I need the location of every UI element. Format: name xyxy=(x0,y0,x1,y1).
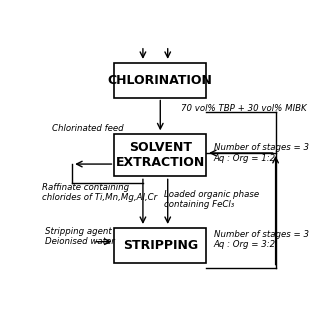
Bar xyxy=(115,63,206,98)
Text: Number of stages = 3
Aq : Org = 3:2: Number of stages = 3 Aq : Org = 3:2 xyxy=(214,229,308,249)
Text: SOLVENT
EXTRACTION: SOLVENT EXTRACTION xyxy=(116,141,205,170)
Bar xyxy=(115,134,206,176)
Text: CHLORINATION: CHLORINATION xyxy=(108,74,213,87)
Text: Loaded organic phase
containing FeCl₃: Loaded organic phase containing FeCl₃ xyxy=(164,190,259,210)
Text: Stripping agent
Deionised water: Stripping agent Deionised water xyxy=(45,227,115,246)
Bar xyxy=(115,228,206,263)
Text: Raffinate containing
chlorides of Ti,Mn,Mg,Al,Cr: Raffinate containing chlorides of Ti,Mn,… xyxy=(43,183,158,202)
Text: Number of stages = 3
Aq : Org = 1:2: Number of stages = 3 Aq : Org = 1:2 xyxy=(214,143,308,163)
Text: Chlorinated feed: Chlorinated feed xyxy=(52,124,124,133)
Text: STRIPPING: STRIPPING xyxy=(123,239,198,252)
Text: 70 vol% TBP + 30 vol% MIBK: 70 vol% TBP + 30 vol% MIBK xyxy=(181,104,307,113)
